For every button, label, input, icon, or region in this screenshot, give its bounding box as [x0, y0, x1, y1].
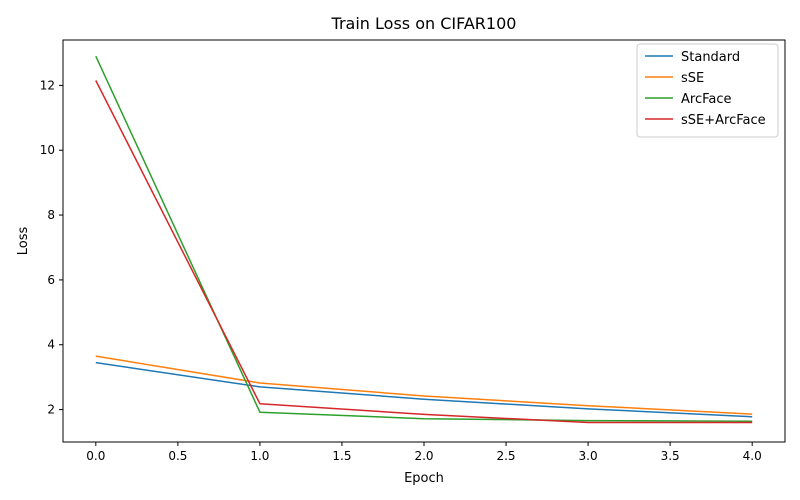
legend: Standard sSE ArcFace sSE+ArcFace: [636, 43, 779, 138]
legend-items: Standard sSE ArcFace sSE+ArcFace: [645, 50, 766, 128]
series-line-sse: [95, 355, 753, 415]
series-line-sse-arcface: [95, 80, 753, 424]
y-tick-label: 2: [47, 403, 55, 417]
y-tick-label: 6: [47, 273, 55, 287]
x-tick-label: 3.5: [661, 449, 680, 463]
x-tick-label: 1.5: [332, 449, 351, 463]
legend-label: Standard: [681, 50, 740, 65]
x-axis-label: Epoch: [404, 471, 444, 486]
legend-label: sSE: [681, 71, 704, 86]
series-line-standard: [95, 361, 753, 418]
y-tick-label: 12: [40, 78, 55, 92]
y-axis-ticks: 2 4 6 8 10 12: [40, 78, 63, 417]
x-tick-label: 2.5: [496, 449, 515, 463]
x-tick-label: 0.0: [86, 449, 105, 463]
chart-title: Train Loss on CIFAR100: [331, 14, 517, 33]
y-tick-label: 10: [40, 143, 55, 157]
legend-label: sSE+ArcFace: [681, 113, 766, 128]
series-line-arcface: [95, 55, 753, 423]
legend-label: ArcFace: [681, 92, 732, 107]
plot-lines: [95, 55, 753, 424]
y-axis-label: Loss: [16, 227, 31, 256]
x-tick-label: 1.0: [250, 449, 269, 463]
x-tick-label: 4.0: [743, 449, 762, 463]
legend-box: [636, 43, 779, 138]
x-tick-label: 2.0: [414, 449, 433, 463]
x-tick-label: 0.5: [168, 449, 187, 463]
x-axis-ticks: 0.0 0.5 1.0 1.5 2.0 2.5 3.0 3.5 4.0: [86, 442, 762, 463]
y-tick-label: 4: [47, 338, 55, 352]
y-tick-label: 8: [47, 208, 55, 222]
x-tick-label: 3.0: [579, 449, 598, 463]
